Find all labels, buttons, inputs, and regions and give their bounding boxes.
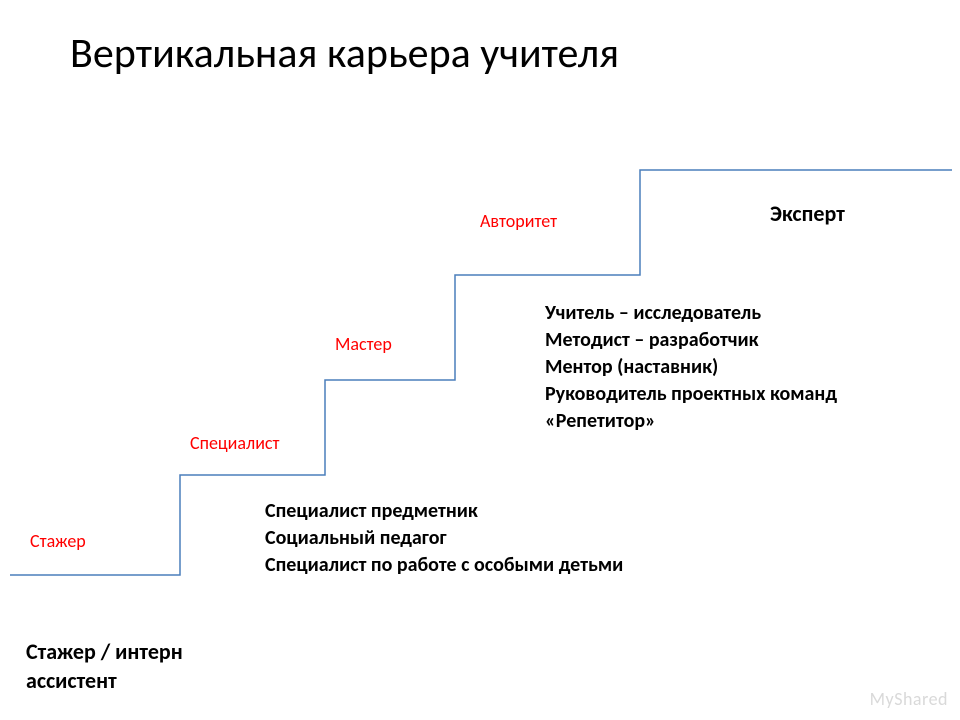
roles-upper-line-3: Руководитель проектных команд [545, 381, 837, 408]
roles-upper-line-4: «Репетитор» [545, 408, 837, 435]
watermark: MyShared [870, 688, 948, 710]
roles-bottom-block: Стажер / интерн ассистент [26, 638, 183, 695]
step-label-1: Специалист [190, 432, 280, 454]
step-label-2: Мастер [335, 333, 392, 355]
step-label-0: Стажер [30, 530, 86, 552]
roles-middle-line-0: Специалист предметник [265, 498, 623, 525]
roles-middle-line-2: Специалист по работе с особыми детьми [265, 552, 623, 579]
roles-middle-line-1: Социальный педагог [265, 525, 623, 552]
step-label-3: Авторитет [480, 210, 557, 232]
roles-bottom-line-0: Стажер / интерн [26, 638, 183, 667]
roles-upper-line-0: Учитель – исследователь [545, 300, 837, 327]
roles-upper-block: Учитель – исследователь Методист – разра… [545, 300, 837, 435]
slide: Вертикальная карьера учителя Стажер Спец… [0, 0, 960, 720]
roles-upper-line-2: Ментор (наставник) [545, 354, 837, 381]
roles-bottom-line-1: ассистент [26, 667, 183, 696]
roles-middle-block: Специалист предметник Социальный педагог… [265, 498, 623, 579]
expert-label: Эксперт [770, 200, 845, 227]
roles-upper-line-1: Методист – разработчик [545, 327, 837, 354]
